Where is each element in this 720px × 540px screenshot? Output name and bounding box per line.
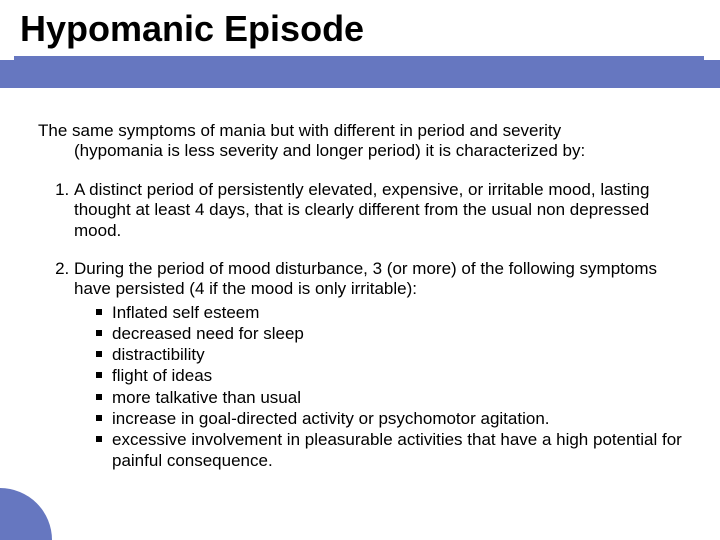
title-bar: Hypomanic Episode bbox=[0, 0, 720, 75]
slide-title: Hypomanic Episode bbox=[20, 8, 364, 50]
bullet-sublist: Inflated self esteem decreased need for … bbox=[74, 302, 682, 472]
corner-accent-arc bbox=[0, 488, 52, 540]
numbered-list: A distinct period of persistently elevat… bbox=[38, 180, 682, 472]
list-item: During the period of mood disturbance, 3… bbox=[74, 259, 682, 472]
intro-paragraph: The same symptoms of mania but with diff… bbox=[38, 121, 682, 162]
sublist-item: increase in goal-directed activity or ps… bbox=[96, 408, 682, 429]
sublist-item: flight of ideas bbox=[96, 365, 682, 386]
corner-accent-container bbox=[0, 480, 60, 540]
list-item-text: A distinct period of persistently elevat… bbox=[74, 180, 649, 240]
list-item: A distinct period of persistently elevat… bbox=[74, 180, 682, 241]
title-band bbox=[0, 60, 720, 88]
list-item-text: During the period of mood disturbance, 3… bbox=[74, 259, 657, 298]
content-area: The same symptoms of mania but with diff… bbox=[0, 91, 720, 472]
intro-line-2: (hypomania is less severity and longer p… bbox=[38, 141, 585, 160]
sublist-item: distractibility bbox=[96, 344, 682, 365]
sublist-item: more talkative than usual bbox=[96, 387, 682, 408]
sublist-item: Inflated self esteem bbox=[96, 302, 682, 323]
sublist-item: decreased need for sleep bbox=[96, 323, 682, 344]
intro-line-1: The same symptoms of mania but with diff… bbox=[38, 121, 561, 140]
sublist-item: excessive involvement in pleasurable act… bbox=[96, 429, 682, 472]
